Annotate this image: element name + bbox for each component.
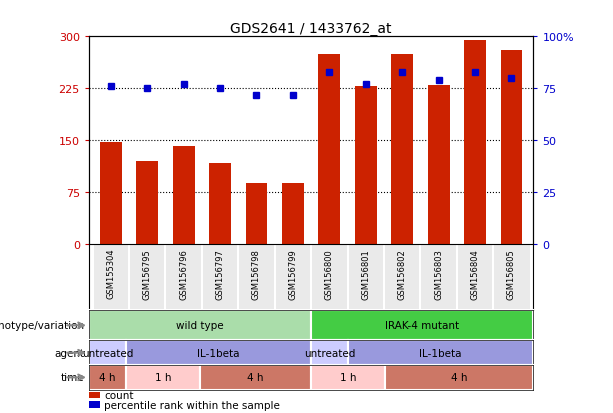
Bar [89, 341, 126, 365]
Text: 4 h: 4 h [247, 373, 264, 382]
Text: GSM155304: GSM155304 [106, 248, 115, 299]
Text: 1 h: 1 h [340, 373, 356, 382]
Bar [493, 245, 530, 311]
Text: agent: agent [55, 348, 85, 358]
Text: GSM156801: GSM156801 [361, 248, 370, 299]
Bar [348, 245, 384, 311]
Text: untreated: untreated [304, 348, 356, 358]
Text: IL-1beta: IL-1beta [419, 348, 462, 358]
Text: GSM156805: GSM156805 [507, 248, 516, 299]
Bar [200, 365, 311, 390]
Text: GSM156804: GSM156804 [471, 248, 479, 299]
Bar [173, 147, 194, 245]
Bar [501, 51, 522, 245]
Text: wild type: wild type [176, 320, 224, 330]
Bar [89, 401, 100, 408]
Bar [89, 392, 100, 399]
Bar [136, 162, 158, 245]
Text: genotype/variation: genotype/variation [0, 320, 85, 330]
Bar [282, 184, 304, 245]
Bar [457, 245, 493, 311]
Text: GSM156797: GSM156797 [216, 248, 224, 299]
Text: GSM156795: GSM156795 [143, 248, 151, 299]
Bar [428, 85, 449, 245]
Bar [311, 311, 533, 341]
Text: count: count [104, 390, 134, 400]
Bar [166, 245, 202, 311]
Bar [126, 341, 311, 365]
Title: GDS2641 / 1433762_at: GDS2641 / 1433762_at [230, 22, 392, 36]
Text: GSM156799: GSM156799 [288, 248, 297, 299]
Bar [421, 245, 457, 311]
Bar [246, 184, 267, 245]
Bar [93, 245, 129, 311]
Bar [89, 311, 311, 341]
Text: 4 h: 4 h [99, 373, 116, 382]
Bar [318, 55, 340, 245]
Bar [311, 245, 348, 311]
Bar [275, 245, 311, 311]
Text: 1 h: 1 h [154, 373, 171, 382]
Bar [348, 341, 533, 365]
Text: IL-1beta: IL-1beta [197, 348, 240, 358]
Text: GSM156802: GSM156802 [398, 248, 406, 299]
Bar [209, 163, 231, 245]
Text: GSM156803: GSM156803 [434, 248, 443, 299]
Bar [100, 142, 121, 245]
Text: untreated: untreated [82, 348, 133, 358]
Bar [384, 245, 421, 311]
Bar [129, 245, 166, 311]
Bar [89, 365, 126, 390]
Bar [355, 87, 376, 245]
Text: GSM156796: GSM156796 [179, 248, 188, 299]
Text: percentile rank within the sample: percentile rank within the sample [104, 400, 280, 410]
Text: time: time [61, 373, 85, 382]
Bar [385, 365, 533, 390]
Text: 4 h: 4 h [451, 373, 468, 382]
Bar [391, 55, 413, 245]
Text: IRAK-4 mutant: IRAK-4 mutant [385, 320, 459, 330]
Bar [464, 40, 486, 245]
Text: GSM156800: GSM156800 [325, 248, 334, 299]
Text: GSM156798: GSM156798 [252, 248, 261, 299]
Bar [202, 245, 238, 311]
Bar [311, 365, 385, 390]
Bar [238, 245, 275, 311]
Bar [311, 341, 348, 365]
Bar [126, 365, 200, 390]
